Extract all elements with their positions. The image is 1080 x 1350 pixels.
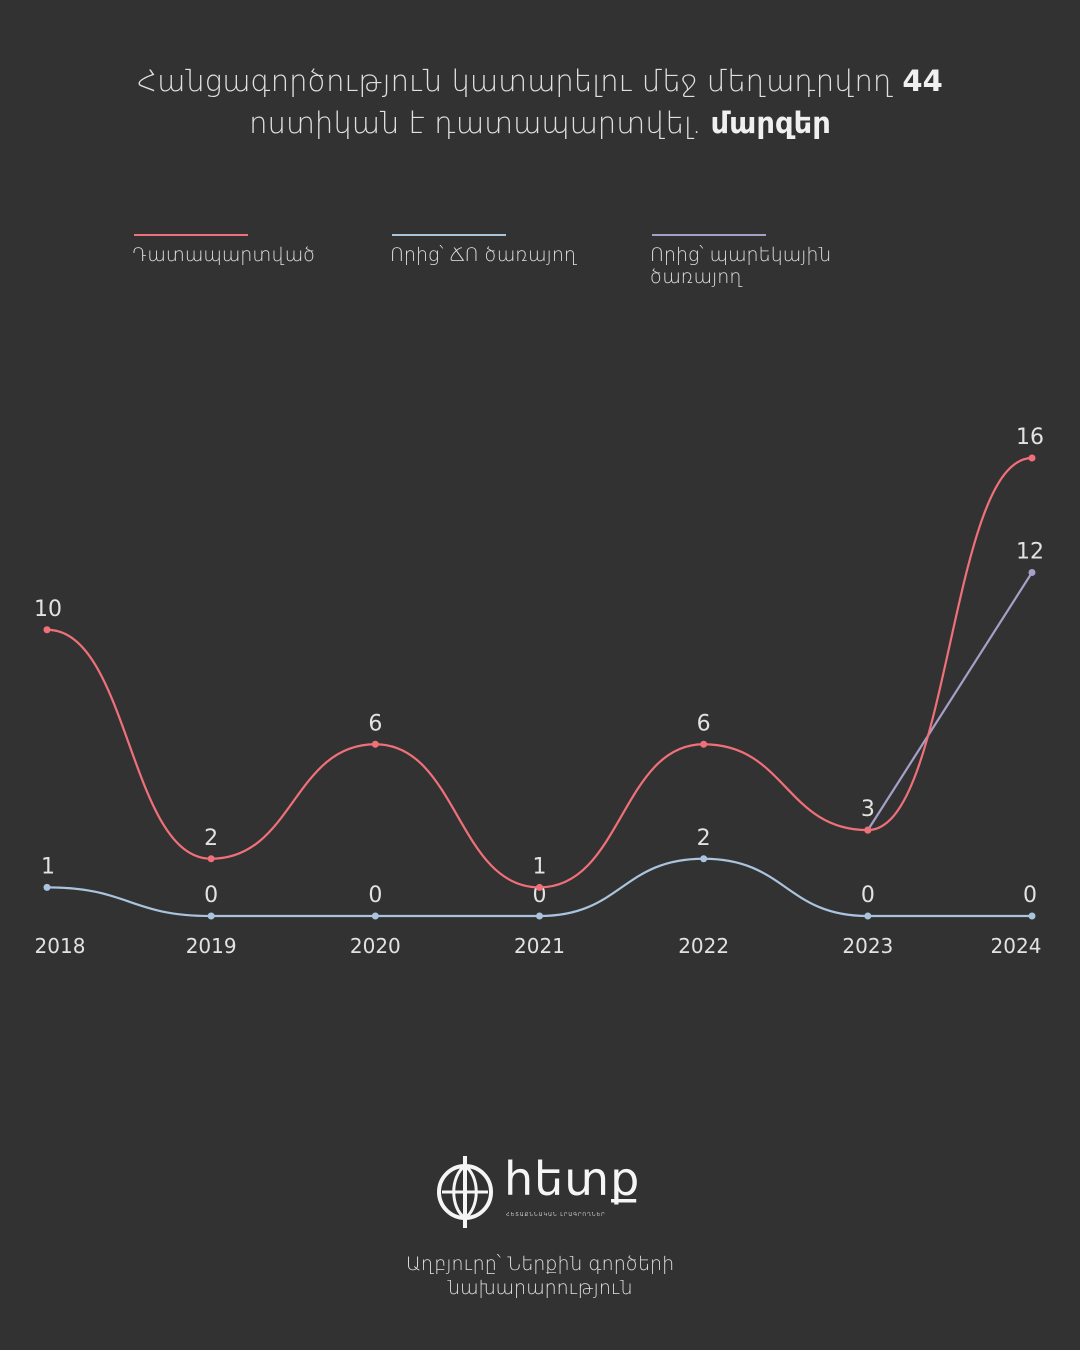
title-bold-regions: մարզեր — [710, 106, 831, 140]
data-point-traffic-police-2019 — [207, 912, 215, 920]
source-line-1: Աղբյուրը՝ Ներքին գործերի — [405, 1253, 675, 1275]
data-point-convicted-2019 — [207, 855, 215, 863]
value-label-traffic-police-2023: 0 — [861, 883, 875, 908]
x-tick-label-2021: 2021 — [514, 934, 565, 958]
legend-line-patrol — [652, 234, 766, 236]
data-point-traffic-police-2023 — [864, 912, 872, 920]
hetq-logo: hետք ՀԵՏԱՔՆՆԱԿԱՆ ԼՐԱԳՐՈՂՆԵՐ — [430, 1150, 660, 1230]
data-point-patrol-2024 — [1028, 569, 1036, 576]
series-line-patrol — [866, 571, 1033, 831]
data-point-traffic-police-2020 — [371, 912, 379, 920]
title-text-2: ոստիկան է դատապարտվել. — [249, 106, 702, 140]
data-point-traffic-police-2022 — [700, 855, 708, 863]
title-bold-count: 44 — [902, 64, 943, 98]
title-text-1: Հանցագործություն կատարելու մեջ մեղադրվող — [137, 64, 903, 98]
value-label-convicted-2019: 2 — [204, 826, 218, 851]
x-tick-label-2023: 2023 — [842, 934, 893, 958]
x-tick-label-2022: 2022 — [678, 934, 729, 958]
value-label-convicted-2022: 6 — [697, 711, 711, 736]
data-point-convicted-2018 — [43, 626, 51, 634]
legend-item-convicted: Դատապարտված — [132, 234, 315, 266]
value-label-convicted-2023: 3 — [861, 797, 875, 822]
logo-wordmark: hետք — [504, 1152, 641, 1206]
legend-line-traffic-police — [392, 234, 506, 236]
data-point-traffic-police-2024 — [1028, 912, 1036, 920]
value-label-traffic-police-2024: 0 — [1023, 883, 1037, 908]
legend-item-patrol: Որից՝ պարեկային ծառայող — [650, 234, 860, 288]
legend-item-traffic-police: Որից՝ ՃՈ ծառայող — [390, 234, 577, 266]
x-tick-label-2019: 2019 — [186, 934, 237, 958]
legend-label-patrol: Որից՝ պարեկային ծառայող — [650, 244, 832, 288]
legend-line-convicted — [134, 234, 248, 236]
legend-label-convicted: Դատապարտված — [132, 244, 316, 266]
x-tick-label-2024: 2024 — [991, 934, 1042, 958]
legend-label-traffic-police: Որից՝ ՃՈ ծառայող — [390, 244, 578, 266]
logo-subtitle: ՀԵՏԱՔՆՆԱԿԱՆ ԼՐԱԳՐՈՂՆԵՐ — [506, 1212, 606, 1218]
x-tick-label-2018: 2018 — [35, 934, 86, 958]
value-label-convicted-2024: 16 — [1016, 425, 1044, 450]
data-point-traffic-police-2021 — [536, 912, 543, 920]
value-label-traffic-police-2019: 0 — [204, 883, 218, 908]
data-point-convicted-2024 — [1028, 454, 1036, 462]
source-line-2: նախարարություն — [447, 1277, 633, 1299]
value-label-traffic-police-2018: 1 — [41, 854, 55, 879]
data-point-convicted-2021 — [536, 883, 543, 891]
value-label-convicted-2020: 6 — [368, 711, 382, 736]
data-point-convicted-2022 — [700, 740, 708, 748]
value-label-traffic-police-2020: 0 — [368, 883, 382, 908]
series-line-convicted — [46, 456, 1033, 889]
data-point-convicted-2020 — [371, 740, 379, 748]
value-label-traffic-police-2022: 2 — [697, 826, 711, 851]
value-label-traffic-police-2021: 0 — [533, 883, 547, 908]
value-label-convicted-2018: 10 — [34, 597, 62, 622]
data-point-convicted-2023 — [864, 826, 872, 834]
x-tick-label-2020: 2020 — [350, 934, 401, 958]
source-note: Աղբյուրը՝ Ներքին գործերի նախարարություն — [240, 1252, 840, 1300]
hetq-globe-icon — [437, 1156, 493, 1228]
legend: Դատապարտված Որից՝ ՃՈ ծառայող Որից՝ պարեկ… — [0, 234, 1080, 304]
value-label-convicted-2021: 1 — [533, 854, 547, 879]
data-point-traffic-police-2018 — [43, 883, 51, 891]
value-label-patrol-2024: 12 — [1016, 540, 1044, 565]
chart-title: Հանցագործություն կատարելու մեջ մեղադրվող… — [90, 60, 990, 144]
